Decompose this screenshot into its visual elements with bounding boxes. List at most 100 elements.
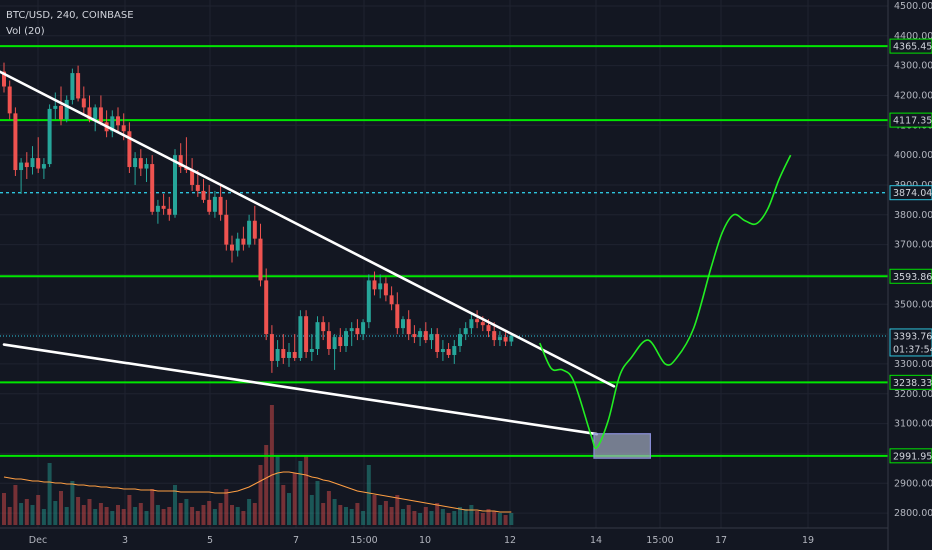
trendlines[interactable] — [0, 39, 616, 436]
candle-body — [418, 331, 423, 338]
candle-body — [383, 283, 388, 296]
volume-bar — [332, 499, 337, 525]
volume-bar — [121, 509, 126, 525]
time-tick-label-2: 5 — [207, 535, 213, 546]
level-tag-3-text: 3238.33 — [893, 378, 932, 389]
price-tick-label-5: 4000.00 — [894, 150, 932, 161]
prediction-path[interactable] — [539, 154, 792, 449]
level-tag-2-box — [889, 268, 932, 284]
volume-bar — [458, 507, 462, 525]
volume-bar — [47, 463, 52, 525]
horizontal-levels[interactable] — [0, 45, 888, 457]
symbol-title[interactable]: BTC/USD, 240, COINBASE — [6, 10, 134, 21]
price-tick-label-3: 4200.00 — [894, 90, 932, 101]
volume-bar — [509, 513, 514, 525]
candle-body — [230, 244, 234, 251]
volume-bar — [76, 497, 81, 525]
volume-bar — [429, 511, 434, 525]
volume-bar — [338, 505, 343, 525]
candle-body — [258, 238, 263, 281]
volume-bar — [349, 509, 354, 525]
dashed-level-tag: 3874.04 — [889, 185, 932, 201]
trendline-1[interactable] — [2, 343, 599, 436]
price-tick-label-10: 3500.00 — [894, 299, 932, 310]
volume-bar — [241, 511, 246, 525]
volume-bar — [309, 495, 314, 525]
volume-bar — [469, 505, 474, 525]
volume-bar — [167, 507, 172, 525]
volume-bar — [366, 465, 371, 525]
candle-body — [76, 73, 81, 99]
level-tag-0-text: 4365.45 — [893, 42, 932, 53]
price-tick-label-12: 3300.00 — [894, 359, 932, 370]
candle-body — [24, 162, 29, 168]
candle-body — [361, 322, 366, 335]
volume-bar — [161, 509, 166, 525]
candle-body — [292, 352, 297, 358]
trendline-0[interactable] — [0, 39, 616, 388]
volume-bar — [59, 491, 63, 525]
volume-bar — [93, 509, 98, 525]
volume-indicator-label[interactable]: Vol (20) — [6, 26, 45, 37]
volume-bar — [235, 507, 240, 525]
candle-body — [64, 99, 69, 120]
candle-body — [36, 158, 41, 169]
candle-body — [195, 184, 200, 191]
price-tick-label-13: 3200.00 — [894, 389, 932, 400]
candle-body — [458, 334, 462, 347]
candle-body — [30, 158, 35, 168]
volume-bar — [446, 513, 451, 525]
level-tag-1: 4117.35 — [889, 112, 932, 128]
volume-bar — [463, 509, 468, 525]
candle-body — [344, 331, 348, 347]
time-tick-label-8: 15:00 — [646, 535, 673, 546]
volume-bar — [497, 513, 502, 525]
candle-body — [150, 164, 155, 212]
candle-body — [13, 113, 18, 171]
volume-bar — [207, 501, 212, 525]
candle-body — [321, 322, 326, 332]
candle-body — [475, 319, 480, 323]
time-tick-label-3: 7 — [293, 535, 299, 546]
volume-bar — [144, 511, 149, 525]
level-tag-4-box — [889, 448, 932, 464]
volume-bar — [452, 511, 457, 525]
level-tag-0: 4365.45 — [889, 38, 932, 54]
candle-body — [121, 125, 126, 132]
time-axis[interactable]: Dec 3 5 7 15:00 10 12 14 15:00 17 19 — [0, 527, 888, 546]
candle-body — [287, 352, 291, 358]
candle-body — [2, 71, 6, 87]
price-tick-label-14: 3100.00 — [894, 419, 932, 430]
candle-body — [207, 199, 212, 212]
volume-bar — [292, 473, 297, 525]
volume-bar — [195, 511, 200, 525]
volume-bar — [269, 405, 274, 525]
level-tag-4: 2991.95 — [889, 448, 932, 464]
volume-bar — [378, 505, 383, 525]
candle-body — [401, 319, 405, 329]
candle-body — [116, 116, 120, 126]
volume-bar — [406, 505, 411, 525]
chart-grid — [0, 0, 888, 528]
candle-body — [19, 162, 24, 171]
candle-body — [87, 107, 92, 120]
level-tag-3-box — [889, 374, 932, 390]
candle-body — [167, 208, 172, 215]
level-tag-1-text: 4117.35 — [893, 116, 932, 127]
volume-bar — [361, 511, 366, 525]
level-tag-2: 3593.86 — [889, 268, 932, 284]
candle-body — [304, 316, 309, 352]
volume-bar — [230, 505, 234, 525]
candle-body — [435, 334, 440, 352]
volume-bar — [401, 509, 405, 525]
volume-bar — [30, 505, 35, 525]
volume-bar — [275, 455, 280, 525]
volume-bar — [252, 503, 257, 525]
time-tick-label-6: 12 — [504, 535, 516, 546]
volume-bar — [389, 507, 394, 525]
volume-bar — [418, 513, 423, 525]
volume-bar — [315, 481, 320, 525]
volume-bar — [423, 507, 428, 525]
